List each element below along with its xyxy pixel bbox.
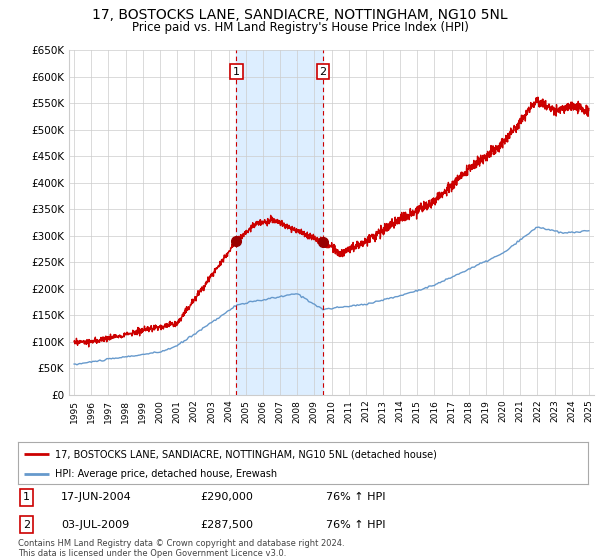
Bar [236, 50, 323, 395]
Text: 76% ↑ HPI: 76% ↑ HPI [326, 492, 385, 502]
Text: 17, BOSTOCKS LANE, SANDIACRE, NOTTINGHAM, NG10 5NL (detached house): 17, BOSTOCKS LANE, SANDIACRE, NOTTINGHAM… [55, 449, 437, 459]
Text: 03-JUL-2009: 03-JUL-2009 [61, 520, 129, 530]
Text: £290,000: £290,000 [200, 492, 253, 502]
Text: HPI: Average price, detached house, Erewash: HPI: Average price, detached house, Erew… [55, 469, 277, 479]
Text: 17, BOSTOCKS LANE, SANDIACRE, NOTTINGHAM, NG10 5NL: 17, BOSTOCKS LANE, SANDIACRE, NOTTINGHAM… [92, 8, 508, 22]
Text: 1: 1 [23, 492, 30, 502]
Text: 2: 2 [319, 67, 326, 77]
Text: 2: 2 [23, 520, 30, 530]
Text: 1: 1 [233, 67, 240, 77]
Text: 76% ↑ HPI: 76% ↑ HPI [326, 520, 385, 530]
Text: Price paid vs. HM Land Registry's House Price Index (HPI): Price paid vs. HM Land Registry's House … [131, 21, 469, 34]
Text: £287,500: £287,500 [200, 520, 253, 530]
Text: 17-JUN-2004: 17-JUN-2004 [61, 492, 131, 502]
Text: Contains HM Land Registry data © Crown copyright and database right 2024.
This d: Contains HM Land Registry data © Crown c… [18, 539, 344, 558]
